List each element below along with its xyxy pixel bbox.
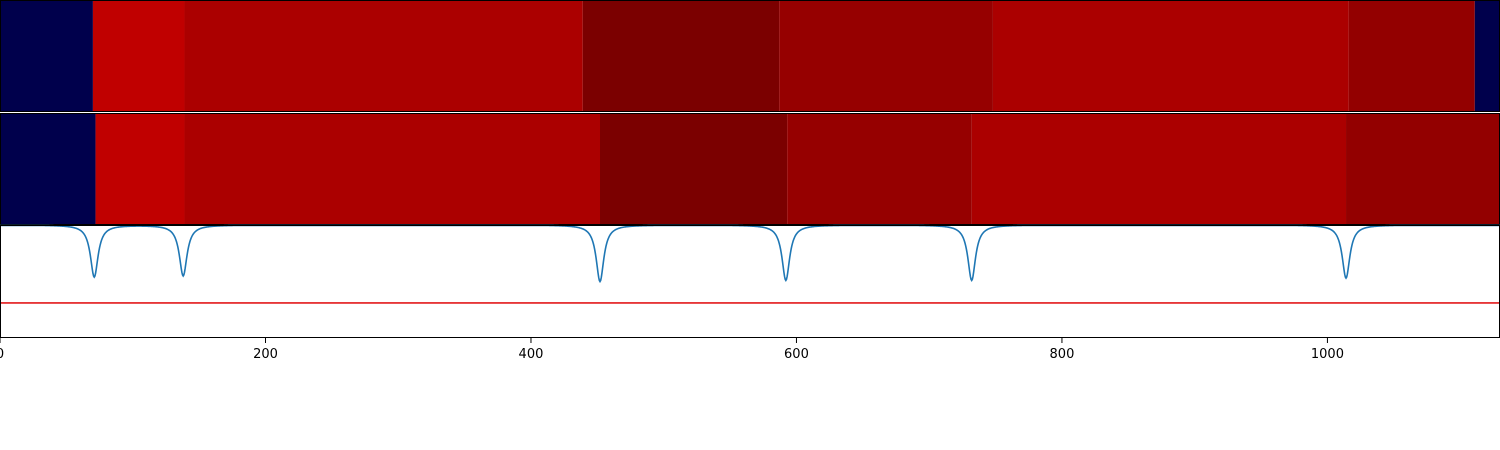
x-axis: 0 200 400 600 800 1000 bbox=[0, 338, 1344, 362]
heatmap-segment bbox=[0, 113, 96, 225]
heatmap-segment bbox=[600, 113, 788, 225]
heatmap-segment bbox=[582, 0, 780, 112]
heatmap-segment bbox=[95, 113, 185, 225]
x-tick-label: 400 bbox=[519, 347, 544, 362]
heatmap-segment bbox=[184, 113, 600, 225]
top-heatmap-panel bbox=[0, 0, 1500, 112]
x-tick-label: 800 bbox=[1050, 347, 1075, 362]
x-tick-label: 200 bbox=[253, 347, 278, 362]
heatmap-segment bbox=[0, 0, 93, 112]
heatmap-segment bbox=[1474, 0, 1500, 112]
x-tick-label: 0 bbox=[0, 347, 4, 362]
heatmap-segment bbox=[787, 113, 972, 225]
plot-background bbox=[0, 225, 1500, 338]
heatmap-segment bbox=[992, 0, 1349, 112]
heatmap-segment bbox=[1346, 113, 1500, 225]
x-tick-label: 600 bbox=[784, 347, 809, 362]
middle-heatmap-panel bbox=[0, 113, 1500, 225]
heatmap-segment bbox=[184, 0, 583, 112]
heatmap-segment bbox=[1348, 0, 1475, 112]
x-tick-label: 1000 bbox=[1311, 347, 1344, 362]
heatmap-segment bbox=[971, 113, 1347, 225]
heatmap-segment bbox=[779, 0, 993, 112]
heatmap-segment bbox=[92, 0, 185, 112]
signal-line-panel bbox=[0, 224, 1500, 338]
